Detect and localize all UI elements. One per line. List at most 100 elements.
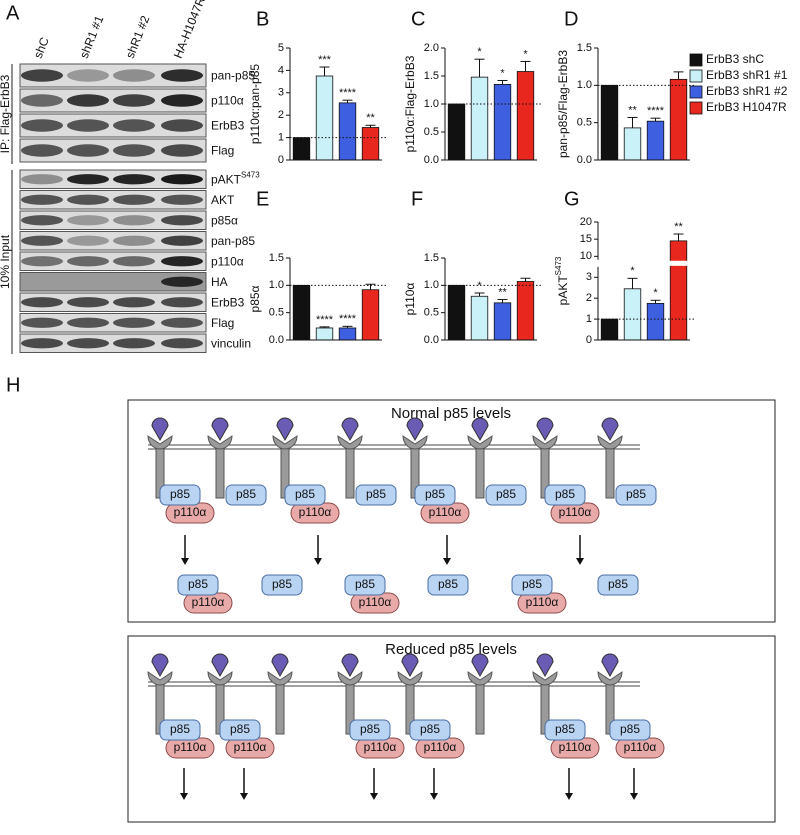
bar xyxy=(470,76,489,161)
blot-band xyxy=(113,215,155,226)
p110-label: p110α xyxy=(359,595,392,609)
receptor-cup xyxy=(532,671,558,686)
blot-band xyxy=(161,317,203,328)
ligand xyxy=(276,417,294,442)
y-tick-label: 3 xyxy=(278,87,284,99)
y-tick-label: 15 xyxy=(580,233,592,245)
blot-band xyxy=(161,69,203,82)
panel-letter: C xyxy=(411,8,425,30)
p85 xyxy=(344,574,386,596)
p110-label: p110α xyxy=(174,505,207,519)
blot-band xyxy=(67,94,109,107)
blot-band xyxy=(21,144,63,157)
legend-swatch xyxy=(689,69,703,83)
panel-letter: B xyxy=(256,8,269,30)
blot-band xyxy=(113,119,155,132)
ligand xyxy=(271,653,289,678)
blot-band xyxy=(113,297,155,308)
arrow-head xyxy=(370,793,378,800)
p85-label: p85 xyxy=(555,722,575,736)
significance: *** xyxy=(318,54,332,66)
p110-label: p110α xyxy=(559,505,592,519)
p85-label: p85 xyxy=(555,487,575,501)
y-tick-label: 0.0 xyxy=(577,154,592,166)
arrow-head xyxy=(630,793,638,800)
blot-label: p85α xyxy=(211,213,238,227)
lane-label: shR1 #1 xyxy=(77,13,107,60)
significance: ** xyxy=(628,104,637,116)
lane-label: HA-H1047R xyxy=(171,0,208,60)
ligand xyxy=(601,417,619,442)
blot-band xyxy=(113,235,155,246)
y-tick-label: 1.0 xyxy=(424,279,439,291)
bar xyxy=(669,78,688,161)
blot-band xyxy=(67,174,109,185)
y-tick-label: 3 xyxy=(586,271,592,283)
blot-band xyxy=(161,235,203,246)
blot-band xyxy=(161,174,203,185)
y-tick-label: 0.5 xyxy=(269,307,284,319)
p85-label: p85 xyxy=(425,487,445,501)
p110-label: p110α xyxy=(424,740,457,754)
receptor-cup xyxy=(532,435,558,450)
legend-label: ErbB3 shC xyxy=(706,52,764,66)
p110-label: p110α xyxy=(559,740,592,754)
blot-band xyxy=(161,256,203,267)
p85-label: p85 xyxy=(360,722,380,736)
arrow-head xyxy=(180,793,188,800)
p85 xyxy=(355,484,397,506)
blot-strip xyxy=(19,272,207,292)
blot-band xyxy=(67,144,109,157)
bar xyxy=(338,327,357,341)
p110-label: p110α xyxy=(429,505,462,519)
y-tick-label: 0 xyxy=(278,154,284,166)
bar xyxy=(361,289,380,341)
p85 xyxy=(261,574,303,596)
p85 xyxy=(219,719,261,741)
p85-label: p85 xyxy=(355,577,375,591)
y-tick-label: 0.5 xyxy=(424,307,439,319)
significance: **** xyxy=(339,87,357,99)
blot-band xyxy=(67,317,109,328)
panel-letter: F xyxy=(411,188,423,210)
legend-swatch xyxy=(689,101,703,115)
y-tick-label: 0.0 xyxy=(424,334,439,346)
significance: **** xyxy=(316,314,334,326)
y-tick-label: 4 xyxy=(278,64,284,76)
bar xyxy=(623,288,642,341)
significance: ** xyxy=(366,112,375,124)
receptor-cup xyxy=(272,435,298,450)
arrow-head xyxy=(565,793,573,800)
bar xyxy=(600,318,619,341)
blot-label: ErbB3 xyxy=(211,295,245,309)
blot-label-main: pAKT xyxy=(211,172,242,186)
significance: * xyxy=(523,48,528,60)
bar xyxy=(447,103,466,161)
receptor-cup xyxy=(207,671,233,686)
p85 xyxy=(427,574,469,596)
p85-label: p85 xyxy=(188,577,208,591)
y-axis-label-main: pAKT xyxy=(556,275,570,306)
ligand xyxy=(151,417,169,442)
y-tick-label: 1.5 xyxy=(269,252,284,264)
legend-swatch xyxy=(689,53,703,67)
bar xyxy=(292,284,311,341)
blot-band xyxy=(21,69,63,82)
significance: * xyxy=(630,265,635,277)
y-tick-label: 2 xyxy=(278,109,284,121)
p110-label: p110α xyxy=(174,740,207,754)
blot-band xyxy=(67,119,109,132)
significance: * xyxy=(477,46,482,58)
p85-label: p85 xyxy=(420,722,440,736)
blot-band xyxy=(67,338,109,349)
blot-label: p110α xyxy=(211,94,244,108)
blot-band xyxy=(161,338,203,349)
blot-band xyxy=(67,297,109,308)
p85 xyxy=(225,484,267,506)
blot-band xyxy=(161,194,203,205)
ligand xyxy=(341,653,359,678)
bar xyxy=(516,281,535,341)
y-tick-label: 1 xyxy=(586,313,592,325)
y-tick-label: 1.0 xyxy=(269,279,284,291)
